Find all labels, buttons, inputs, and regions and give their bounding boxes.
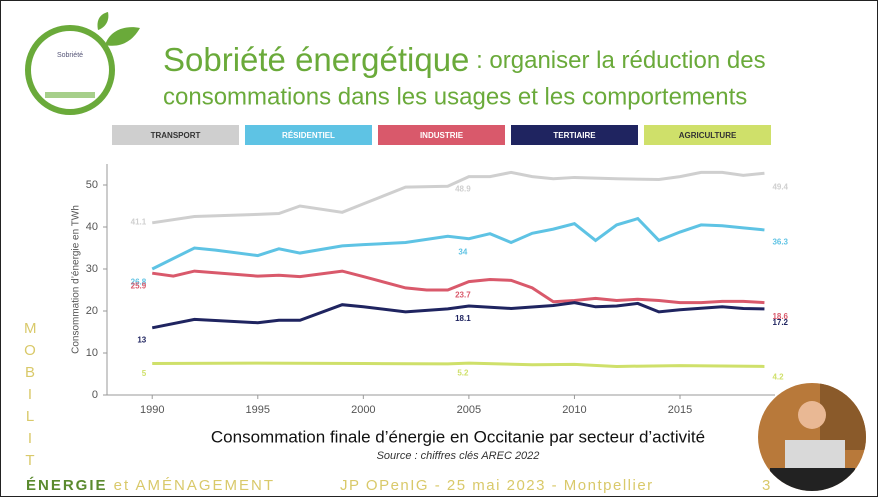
legend-label: INDUSTRIE [420, 131, 464, 140]
data-label: 41.1 [131, 217, 147, 226]
data-label: 34 [458, 247, 467, 256]
y-tick-label: 30 [86, 263, 98, 275]
chart-source: Source : chiffres clés AREC 2022 [377, 450, 540, 462]
x-tick-label: 1990 [140, 404, 164, 416]
data-label: 5.2 [457, 368, 469, 377]
data-label: 25.9 [131, 281, 147, 290]
data-label: 48.9 [455, 185, 471, 194]
side-text: MOBILIT [24, 318, 36, 472]
chart-caption: Consommation finale d’énergie en Occitan… [211, 427, 705, 446]
data-label: 5 [142, 369, 147, 378]
y-tick-label: 10 [86, 347, 98, 359]
y-tick-label: 20 [86, 305, 98, 317]
data-label: 49.4 [772, 183, 788, 192]
footer-left: ÉNERGIE et AMÉNAGEMENT [26, 477, 275, 494]
footer-rest: et AMÉNAGEMENT [108, 477, 276, 494]
slide-subtitle: consommations dans les usages et les com… [163, 83, 747, 110]
y-tick-label: 40 [86, 221, 98, 233]
x-tick-label: 2005 [457, 404, 481, 416]
x-tick-label: 2015 [668, 404, 692, 416]
legend-label: RÉSIDENTIEL [282, 131, 335, 140]
logo-text: Sobriété [57, 52, 83, 59]
slide: Sobriété Sobriété énergétique : organise… [0, 0, 878, 497]
x-tick-label: 1995 [246, 404, 270, 416]
y-axis-label: Consommation d’énergie en TWh [71, 205, 82, 354]
legend-label: TRANSPORT [151, 131, 201, 140]
legend-label: AGRICULTURE [679, 131, 737, 140]
title-main: Sobriété énergétique [163, 41, 469, 78]
data-label: 4.2 [772, 372, 784, 381]
data-label: 18.1 [455, 314, 471, 323]
data-label: 13 [137, 336, 146, 345]
y-tick-label: 50 [86, 179, 98, 191]
y-tick-label: 0 [92, 389, 98, 401]
data-label: 17.2 [772, 318, 788, 327]
data-label: 36.3 [772, 238, 788, 247]
title-sub: : organiser la réduction des [469, 47, 765, 74]
footer-center: JP OPenIG - 25 mai 2023 - Montpellier [340, 477, 654, 494]
footer-bold: ÉNERGIE [26, 477, 108, 494]
page-number: 3 [762, 477, 770, 494]
legend-label: TERTIAIRE [553, 131, 596, 140]
x-tick-label: 2010 [562, 404, 586, 416]
slide-canvas: Sobriété Sobriété énergétique : organise… [0, 0, 878, 497]
x-tick-label: 2000 [351, 404, 375, 416]
data-label: 23.7 [455, 291, 471, 300]
